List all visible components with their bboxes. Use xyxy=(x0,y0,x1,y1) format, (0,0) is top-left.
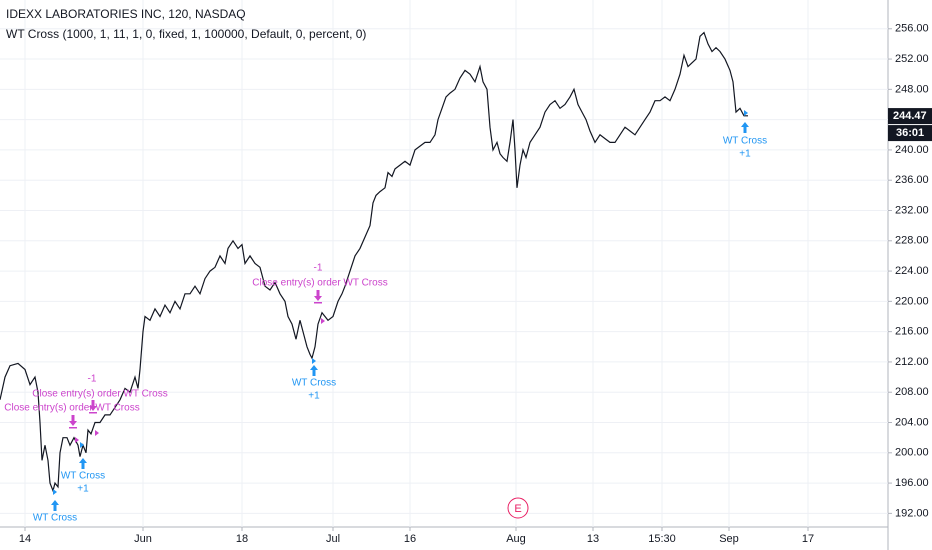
annotation: -1 xyxy=(314,263,323,274)
entry-arrow xyxy=(79,458,87,469)
y-tick-label: 256.00 xyxy=(895,23,929,35)
x-tick-label: 15:30 xyxy=(648,533,676,545)
annotation: +1 xyxy=(739,149,751,160)
exit-flag xyxy=(321,318,325,324)
exit-arrow xyxy=(314,290,322,304)
exit-arrow xyxy=(89,400,97,414)
annotation: +1 xyxy=(308,391,320,402)
x-tick-label: Aug xyxy=(506,533,526,545)
annotation: Close entry(s) order WT Cross xyxy=(4,403,139,414)
y-tick-label: 240.00 xyxy=(895,144,929,156)
last-price-tag xyxy=(888,108,932,125)
entry-flag xyxy=(80,442,84,448)
x-tick-label: Sep xyxy=(719,533,739,545)
y-tick-label: 204.00 xyxy=(895,416,929,428)
entry-flag xyxy=(53,489,57,495)
annotation: WT Cross xyxy=(723,136,767,147)
y-tick-label: 248.00 xyxy=(895,83,929,95)
exit-arrow xyxy=(69,415,77,429)
x-tick-label: 17 xyxy=(802,533,814,545)
x-tick-label: Jun xyxy=(134,533,152,545)
exit-flag xyxy=(75,437,79,443)
x-tick-label: Jul xyxy=(326,533,340,545)
entry-arrow xyxy=(310,365,318,376)
y-tick-label: 252.00 xyxy=(895,53,929,65)
entry-flag xyxy=(312,358,316,364)
countdown-label: 36:01 xyxy=(896,127,924,139)
y-tick-label: 196.00 xyxy=(895,477,929,489)
event-marker-label: E xyxy=(514,503,521,515)
y-tick-label: 212.00 xyxy=(895,356,929,368)
last-price-label: 244.47 xyxy=(893,110,927,122)
entry-arrow xyxy=(51,500,59,511)
annotation: WT Cross xyxy=(33,513,77,524)
entry-arrow xyxy=(741,122,749,133)
x-tick-label: 18 xyxy=(236,533,248,545)
annotation: Close entry(s) order WT Cross xyxy=(32,389,167,400)
y-tick-label: 224.00 xyxy=(895,265,929,277)
countdown-tag xyxy=(888,125,932,142)
y-tick-label: 236.00 xyxy=(895,174,929,186)
entry-flag xyxy=(744,110,748,116)
exit-flag xyxy=(95,430,99,436)
x-tick-label: 14 xyxy=(19,533,31,545)
y-tick-label: 200.00 xyxy=(895,447,929,459)
y-tick-label: 192.00 xyxy=(895,507,929,519)
y-tick-label: 216.00 xyxy=(895,326,929,338)
price-line xyxy=(0,31,748,493)
annotation: WT Cross xyxy=(61,471,105,482)
annotation: Close entry(s) order WT Cross xyxy=(252,278,387,289)
annotation: -1 xyxy=(88,374,97,385)
annotation: +1 xyxy=(77,484,89,495)
y-tick-label: 232.00 xyxy=(895,204,929,216)
y-tick-label: 228.00 xyxy=(895,235,929,247)
chart-title: IDEXX LABORATORIES INC, 120, NASDAQ xyxy=(6,7,246,21)
event-marker xyxy=(507,497,529,519)
indicator-title: WT Cross (1000, 1, 11, 1, 0, fixed, 1, 1… xyxy=(6,27,366,41)
y-tick-label: 220.00 xyxy=(895,295,929,307)
x-tick-label: 16 xyxy=(404,533,416,545)
annotation: WT Cross xyxy=(292,378,336,389)
y-tick-label: 208.00 xyxy=(895,386,929,398)
x-tick-label: 13 xyxy=(587,533,599,545)
